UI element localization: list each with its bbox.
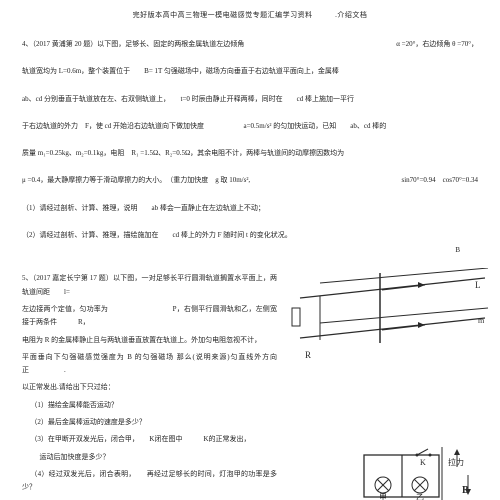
q5-sub1: （1）描绘金属棒能否运动？ <box>22 399 277 412</box>
q4-line6: μ =0.4，最大静摩擦力等于滑动摩擦力的大小。 （重力加快度 g 取 10m/… <box>22 174 478 187</box>
q4-line4-a: 于右边轨道的外力 F，使 cd 开始沿右边轨道向下做加快度 <box>22 122 204 130</box>
fig5-label-m: m <box>478 316 485 325</box>
q4-line1-a: 4、（2017 黄浦第 20 题）以下图，足够长、固定的两根金属轨道左边倾角 <box>22 40 244 48</box>
q5-line5: 以正常发出.请给出下只过给： <box>22 381 277 394</box>
q4-line8: （2）请经过剖析、计算、推理，描绘施加在 cd 棒上的外力 F 随时间 t 的变… <box>22 229 478 242</box>
svg-text:K: K <box>420 458 426 467</box>
q4-line4-b: a=0.5m/s² 的匀加快运动，已知 ab、cd 棒的 <box>244 122 387 130</box>
svg-text:拉力: 拉力 <box>448 457 464 467</box>
q4-line3: ab、cd 分别垂直于轨道放在左、右双侧轨道上， t=0 时辰由静止开释两棒，同… <box>22 93 478 106</box>
q4-line5: 质量 m₁=0.25kg、m₂=0.1kg，电阻 R₁ =1.5Ω、R₂=0.5… <box>22 147 478 160</box>
q5-line2: 左边接两个定值，匀功率为 P，右侧平行圆滑轨和乙，左侧宽接于两条件 R， <box>22 303 277 330</box>
q5-line3: 电阻为 R 的金属棒静止且与两轨道垂直放置在轨道上。外加匀电阻忽视不计， <box>22 334 277 347</box>
q5-sub2: （2）最后金属棒运动的速度是多少？ <box>22 416 277 429</box>
q4-trig: sin70°=0.94 cos70°=0.34 <box>402 174 479 187</box>
q4-line1: 4、（2017 黄浦第 20 题）以下图，足够长、固定的两根金属轨道左边倾角 α… <box>22 38 478 51</box>
q5-sub3b: 运动后加快度是多少？ <box>22 451 277 464</box>
q4-line4: 于右边轨道的外力 F，使 cd 开始沿右边轨道向下做加快度 a=0.5m/s² … <box>22 120 478 133</box>
svg-text:乙: 乙 <box>416 493 424 500</box>
q4-line6-text: μ =0.4，最大静摩擦力等于滑动摩擦力的大小。 （重力加快度 g 取 10m/… <box>22 176 250 184</box>
svg-text:甲: 甲 <box>379 493 387 500</box>
fig5-label-R: R <box>305 350 311 360</box>
fig5-label-L: L <box>475 280 481 290</box>
q5-sub4: （4）经过双发光后，闭合表明， 再经过足够长的时间，灯泡甲的功率是多少？ <box>22 468 277 495</box>
q4-line1-b: α =20°，右边倾角 θ =70°， <box>396 38 478 51</box>
q5-figure: L m R <box>290 268 490 388</box>
q5-line1: 5、（2017 嘉定长宁第 17 题）以下图，一对足够长平行圆滑轨道搁置水平面上… <box>22 272 277 299</box>
q4-label-B: B <box>22 246 478 254</box>
q6-figure: K 甲 乙 拉力 B <box>362 445 482 500</box>
doc-header: 完好版本高中高三物理一模电磁感觉专题汇编学习资料 .介绍文档 <box>22 10 478 20</box>
q4-line2: 轨道宽均为 L=0.6m，整个装置位于 B= 1T 匀强磁场中，磁场方向垂直于右… <box>22 65 478 78</box>
q5-sub3a: （3）在甲断开双发光后，闭合甲， K闭在图中 K的正常发出， <box>22 433 277 446</box>
q5-line4: 平面垂向下匀强磁感觉强度为 B 的匀强磁场 那么(说明来源)匀直线外方向正 . <box>22 351 277 378</box>
q4-line7: （1）请经过剖析、计算、推理，说明 ab 棒会一直静止在左边轨道上不动； <box>22 202 478 215</box>
